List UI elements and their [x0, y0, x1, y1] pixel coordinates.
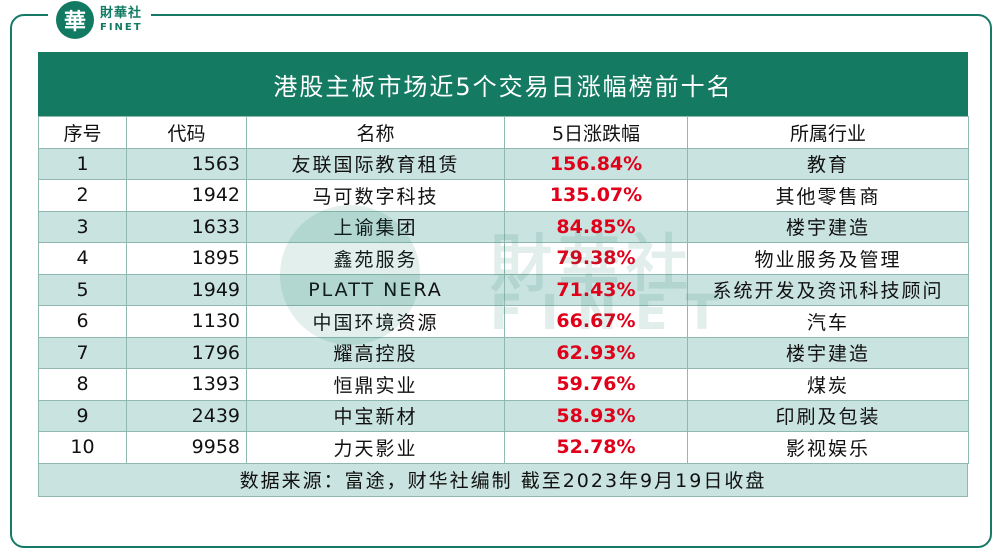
cell-change: 135.07%	[504, 179, 688, 212]
cell-rank: 7	[38, 336, 127, 369]
brand-name-en: FINET	[100, 22, 143, 33]
cell-industry: 教育	[687, 147, 969, 180]
table-row: 2 1942 马可数字科技 135.07% 其他零售商	[38, 179, 969, 212]
column-header-change: 5日涨跌幅	[504, 116, 688, 149]
cell-rank: 9	[38, 399, 127, 432]
cell-rank: 5	[38, 273, 127, 306]
cell-change: 66.67%	[504, 305, 688, 338]
cell-code: 1796	[126, 336, 247, 369]
cell-rank: 4	[38, 242, 127, 275]
cell-rank: 6	[38, 305, 127, 338]
cell-industry: 影视娱乐	[687, 431, 969, 464]
cell-name: 友联国际教育租赁	[246, 147, 505, 180]
cell-name: 鑫苑服务	[246, 242, 505, 275]
cell-industry: 物业服务及管理	[687, 242, 969, 275]
cell-change: 71.43%	[504, 273, 688, 306]
column-header-industry: 所属行业	[687, 116, 969, 149]
cell-code: 1895	[126, 242, 247, 275]
cell-change: 156.84%	[504, 147, 688, 180]
cell-rank: 3	[38, 210, 127, 243]
cell-industry: 其他零售商	[687, 179, 969, 212]
cell-code: 9958	[126, 431, 247, 464]
cell-name: 力天影业	[246, 431, 505, 464]
data-source-note: 数据来源：富途，财华社编制 截至2023年9月19日收盘	[38, 463, 968, 497]
table-row: 3 1633 上谕集团 84.85% 楼宇建造	[38, 210, 969, 243]
column-header-rank: 序号	[38, 116, 127, 149]
cell-change: 79.38%	[504, 242, 688, 275]
cell-change: 52.78%	[504, 431, 688, 464]
cell-name: 马可数字科技	[246, 179, 505, 212]
column-header-name: 名称	[246, 116, 505, 149]
cell-code: 1942	[126, 179, 247, 212]
table-row: 6 1130 中国环境资源 66.67% 汽车	[38, 305, 969, 338]
cell-industry: 汽车	[687, 305, 969, 338]
cell-change: 58.93%	[504, 399, 688, 432]
table-row: 9 2439 中宝新材 58.93% 印刷及包装	[38, 399, 969, 432]
cell-change: 84.85%	[504, 210, 688, 243]
cell-industry: 楼宇建造	[687, 210, 969, 243]
cell-code: 1949	[126, 273, 247, 306]
cell-name: PLATT NERA	[246, 273, 505, 306]
table-row: 1 1563 友联国际教育租赁 156.84% 教育	[38, 147, 969, 180]
cell-name: 恒鼎实业	[246, 368, 505, 401]
cell-industry: 系统开发及资讯科技顾问	[687, 273, 969, 306]
cell-industry: 楼宇建造	[687, 336, 969, 369]
column-header-code: 代码	[126, 116, 247, 149]
cell-code: 1393	[126, 368, 247, 401]
cell-change: 59.76%	[504, 368, 688, 401]
cell-rank: 1	[38, 147, 127, 180]
cell-rank: 8	[38, 368, 127, 401]
ranking-table: 港股主板市场近5个交易日涨幅榜前十名 序号 代码 名称 5日涨跌幅 所属行业 1…	[38, 52, 969, 497]
cell-code: 1563	[126, 147, 247, 180]
cell-name: 中国环境资源	[246, 305, 505, 338]
brand-header: 華 財華社 FINET	[48, 0, 151, 40]
cell-name: 耀高控股	[246, 336, 505, 369]
cell-industry: 印刷及包装	[687, 399, 969, 432]
table-title: 港股主板市场近5个交易日涨幅榜前十名	[38, 52, 968, 116]
cell-rank: 2	[38, 179, 127, 212]
brand-name-cn: 財華社	[100, 6, 143, 21]
cell-code: 2439	[126, 399, 247, 432]
finet-logo-icon: 華	[56, 1, 94, 39]
cell-code: 1130	[126, 305, 247, 338]
table-row: 8 1393 恒鼎实业 59.76% 煤炭	[38, 368, 969, 401]
cell-code: 1633	[126, 210, 247, 243]
cell-rank: 10	[38, 431, 127, 464]
table-row: 5 1949 PLATT NERA 71.43% 系统开发及资讯科技顾问	[38, 273, 969, 306]
cell-name: 上谕集团	[246, 210, 505, 243]
table-row: 7 1796 耀高控股 62.93% 楼宇建造	[38, 336, 969, 369]
table-row: 4 1895 鑫苑服务 79.38% 物业服务及管理	[38, 242, 969, 275]
brand-text: 財華社 FINET	[100, 7, 143, 33]
header-row: 序号 代码 名称 5日涨跌幅 所属行业	[38, 116, 969, 149]
ranking-grid: 序号 代码 名称 5日涨跌幅 所属行业 1 1563 友联国际教育租赁 156.84%…	[38, 116, 969, 464]
table-row: 10 9958 力天影业 52.78% 影视娱乐	[38, 431, 969, 464]
cell-change: 62.93%	[504, 336, 688, 369]
cell-industry: 煤炭	[687, 368, 969, 401]
cell-name: 中宝新材	[246, 399, 505, 432]
